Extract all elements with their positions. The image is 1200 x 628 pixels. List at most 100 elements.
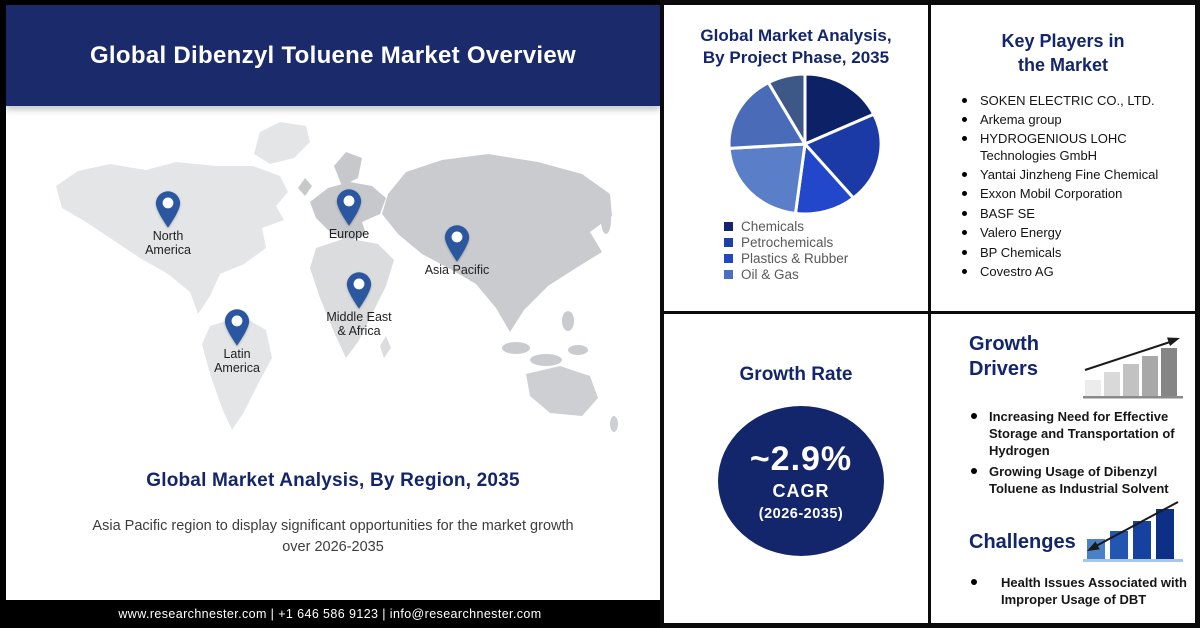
pie-slice-petrochemicals bbox=[803, 112, 883, 200]
challenges-list: Health Issues Associated with Improper U… bbox=[969, 575, 1187, 609]
world-map: North America Latin America Europe Middle … bbox=[48, 116, 628, 451]
list-item: Increasing Need for Effective Storage an… bbox=[969, 409, 1195, 460]
pie-slice-chemicals bbox=[803, 72, 876, 146]
continent-africa bbox=[310, 238, 394, 358]
pie-chart bbox=[727, 72, 883, 216]
map-marker-icon bbox=[346, 272, 372, 309]
panel-key-players: Key Players in the Market SOKEN ELECTRIC… bbox=[931, 5, 1195, 311]
region-analysis-subtext: Asia Pacific region to display significa… bbox=[38, 516, 628, 557]
map-label-europe: Europe bbox=[328, 227, 370, 241]
map-pin-europe: Europe bbox=[294, 188, 404, 241]
island-indonesia-1 bbox=[502, 342, 530, 354]
map-pin-latin-america: Latin America bbox=[182, 308, 292, 375]
map-label-north-america: North America bbox=[145, 229, 191, 257]
continent-greenland bbox=[254, 122, 310, 164]
island-japan bbox=[601, 206, 611, 234]
cagr-period: (2026-2035) bbox=[758, 506, 844, 522]
legend-swatch bbox=[724, 222, 733, 232]
continent-north-america bbox=[56, 162, 288, 314]
island-philippines bbox=[562, 311, 574, 331]
pie-title-line-2: By Project Phase, 2035 bbox=[702, 48, 890, 68]
growth-drivers-header: Growth Drivers bbox=[969, 332, 1183, 400]
list-item: SOKEN ELECTRIC CO., LTD. bbox=[961, 93, 1183, 109]
key-players-title-line-1: Key Players in bbox=[1001, 31, 1125, 51]
legend-label: Oil & Gas bbox=[741, 267, 799, 283]
declining-bars-icon bbox=[1083, 501, 1183, 563]
footer-bar: www.researchnester.com | +1 646 586 9123… bbox=[0, 600, 660, 628]
map-label-latin-america: Latin America bbox=[214, 347, 260, 375]
continent-south-america bbox=[202, 316, 272, 430]
legend-label: Petrochemicals bbox=[741, 235, 834, 251]
pie-slice-unlabeled bbox=[727, 81, 807, 151]
legend-item: Oil & Gas bbox=[724, 267, 928, 282]
footer-contact-text: www.researchnester.com | +1 646 586 9123… bbox=[118, 607, 542, 621]
right-panel-grid: Global Market Analysis, By Project Phase… bbox=[660, 0, 1200, 628]
island-indonesia-2 bbox=[530, 354, 562, 366]
list-item: Growing Usage of Dibenzyl Toluene as Ind… bbox=[969, 464, 1195, 498]
legend-label: Plastics & Rubber bbox=[741, 251, 849, 267]
map-label-asia-pacific: Asia Pacific bbox=[424, 263, 490, 277]
list-item: BP Chemicals bbox=[961, 245, 1183, 261]
panel-project-phase: Global Market Analysis, By Project Phase… bbox=[664, 5, 928, 311]
top-border bbox=[0, 0, 1200, 5]
legend-swatch bbox=[724, 238, 733, 248]
list-item: Exxon Mobil Corporation bbox=[961, 186, 1183, 202]
page-title: Global Dibenzyl Toluene Market Overview bbox=[89, 41, 577, 69]
region-uk bbox=[298, 178, 312, 196]
subtext-line-1: Asia Pacific region to display significa… bbox=[92, 518, 574, 534]
map-marker-icon bbox=[336, 189, 362, 226]
island-new-zealand bbox=[610, 416, 618, 432]
map-marker-icon bbox=[155, 191, 181, 228]
list-item: Health Issues Associated with Improper U… bbox=[969, 575, 1195, 609]
cagr-label: CAGR bbox=[772, 481, 830, 501]
left-border bbox=[0, 0, 6, 628]
growth-rate-circle: ~2.9% CAGR (2026-2035) bbox=[718, 406, 884, 556]
pie-chart-title: Global Market Analysis, By Project Phase… bbox=[664, 25, 928, 69]
key-players-title: Key Players in the Market bbox=[931, 29, 1195, 78]
key-players-list: SOKEN ELECTRIC CO., LTD. Arkema group HY… bbox=[961, 93, 1183, 284]
growth-rate-title: Growth Rate bbox=[739, 364, 853, 385]
panel-drivers-challenges: Growth Drivers Increasing Need for Effec… bbox=[931, 314, 1195, 623]
cagr-value: ~2.9% bbox=[749, 440, 853, 478]
list-item: Valero Energy bbox=[961, 225, 1183, 241]
list-item: Yantai Jinzheng Fine Chemical bbox=[961, 167, 1183, 183]
legend-swatch bbox=[724, 270, 733, 280]
map-pin-north-america: North America bbox=[113, 190, 223, 257]
growth-drivers-title: Growth Drivers bbox=[969, 332, 1039, 382]
map-pin-middle-east-africa: Middle East & Africa bbox=[304, 271, 414, 338]
pie-title-line-1: Global Market Analysis, bbox=[700, 26, 892, 45]
title-banner: Global Dibenzyl Toluene Market Overview bbox=[6, 5, 660, 106]
map-label-middle-east-africa: Middle East & Africa bbox=[326, 310, 392, 338]
growth-drivers-list: Increasing Need for Effective Storage an… bbox=[969, 409, 1183, 497]
map-marker-icon bbox=[224, 309, 250, 346]
legend-item: Chemicals bbox=[724, 219, 928, 234]
growth-drivers-title-line-2: Drivers bbox=[969, 358, 1038, 380]
legend-item: Plastics & Rubber bbox=[724, 251, 928, 266]
list-item: BASF SE bbox=[961, 206, 1183, 222]
legend-swatch bbox=[724, 254, 733, 264]
region-scandinavia bbox=[334, 152, 362, 186]
legend-label: Chemicals bbox=[741, 219, 805, 235]
pie-slice-oil-gas bbox=[727, 142, 807, 216]
map-pin-asia-pacific: Asia Pacific bbox=[402, 224, 512, 277]
subtext-line-2: over 2026-2035 bbox=[282, 538, 384, 555]
map-marker-icon bbox=[444, 225, 470, 262]
growth-drivers-title-line-1: Growth bbox=[969, 333, 1039, 355]
continent-asia bbox=[382, 154, 612, 332]
list-item: HYDROGENIOUS LOHC Technologies GmbH bbox=[961, 131, 1183, 164]
rising-bars-icon bbox=[1083, 337, 1183, 399]
region-analysis-heading: Global Market Analysis, By Region, 2035 bbox=[146, 470, 520, 491]
island-madagascar bbox=[380, 336, 391, 358]
island-indonesia-3 bbox=[568, 345, 588, 355]
continent-australia bbox=[526, 366, 598, 416]
list-item: Arkema group bbox=[961, 112, 1183, 128]
pie-slice-unlabeled bbox=[766, 72, 807, 146]
key-players-title-line-2: the Market bbox=[1017, 55, 1109, 76]
legend-item: Petrochemicals bbox=[724, 235, 928, 250]
pie-legend: Chemicals Petrochemicals Plastics & Rubber… bbox=[724, 218, 928, 283]
panel-growth-rate: Growth Rate ~2.9% CAGR (2026-2035) bbox=[664, 314, 928, 623]
challenges-header: Challenges bbox=[969, 501, 1183, 563]
challenges-title: Challenges bbox=[969, 531, 1076, 554]
list-item: Covestro AG bbox=[961, 264, 1183, 280]
